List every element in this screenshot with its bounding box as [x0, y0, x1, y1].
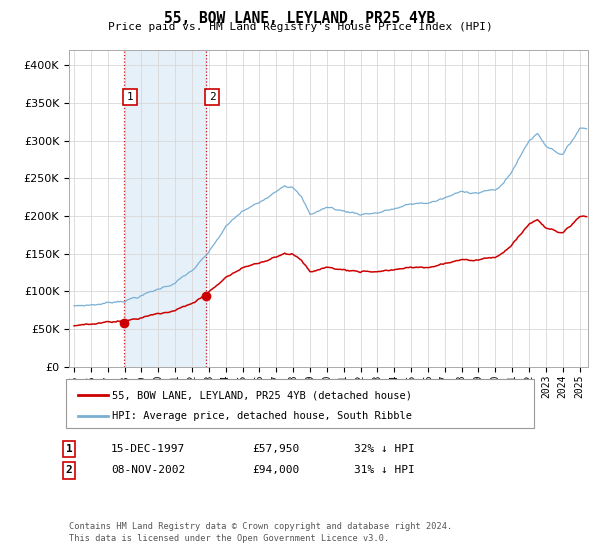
Text: 32% ↓ HPI: 32% ↓ HPI: [354, 444, 415, 454]
Text: 55, BOW LANE, LEYLAND, PR25 4YB (detached house): 55, BOW LANE, LEYLAND, PR25 4YB (detache…: [112, 390, 412, 400]
Text: 2: 2: [209, 92, 215, 102]
Text: This data is licensed under the Open Government Licence v3.0.: This data is licensed under the Open Gov…: [69, 534, 389, 543]
Text: HPI: Average price, detached house, South Ribble: HPI: Average price, detached house, Sout…: [112, 410, 412, 421]
Text: 31% ↓ HPI: 31% ↓ HPI: [354, 465, 415, 475]
Text: Price paid vs. HM Land Registry's House Price Index (HPI): Price paid vs. HM Land Registry's House …: [107, 22, 493, 32]
Text: 55, BOW LANE, LEYLAND, PR25 4YB: 55, BOW LANE, LEYLAND, PR25 4YB: [164, 11, 436, 26]
Text: 1: 1: [127, 92, 133, 102]
Text: £94,000: £94,000: [252, 465, 299, 475]
Text: 2: 2: [65, 465, 73, 475]
Text: 08-NOV-2002: 08-NOV-2002: [111, 465, 185, 475]
Text: Contains HM Land Registry data © Crown copyright and database right 2024.: Contains HM Land Registry data © Crown c…: [69, 522, 452, 531]
Text: 1: 1: [65, 444, 73, 454]
Text: £57,950: £57,950: [252, 444, 299, 454]
Text: 15-DEC-1997: 15-DEC-1997: [111, 444, 185, 454]
